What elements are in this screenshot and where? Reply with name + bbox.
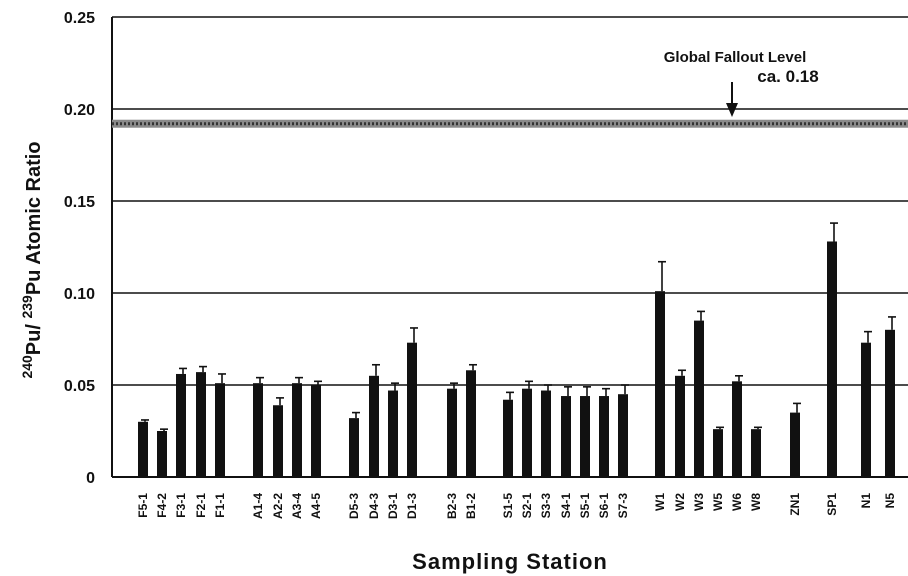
x-tick-label: W5 <box>711 493 725 511</box>
x-tick-label: S5-1 <box>578 493 592 519</box>
x-tick-label: F1-1 <box>213 493 227 518</box>
annotation-arrow-head <box>726 103 738 117</box>
y-tick-label: 0.10 <box>64 286 95 303</box>
bar <box>157 431 167 477</box>
y-label-base1: Pu/ <box>23 319 45 356</box>
bar <box>388 390 398 477</box>
bar <box>655 291 665 477</box>
bar <box>541 390 551 477</box>
x-tick-label: S6-1 <box>597 493 611 519</box>
bar <box>447 388 457 477</box>
x-tick-label: F3-1 <box>174 493 188 518</box>
x-tick-label: W3 <box>692 493 706 511</box>
x-tick-label: F5-1 <box>136 493 150 518</box>
bar <box>369 375 379 477</box>
x-tick-label: A2-2 <box>271 493 285 519</box>
x-tick-label: S3-3 <box>539 493 553 519</box>
bar <box>311 385 321 477</box>
x-tick-label: SP1 <box>825 493 839 516</box>
grid-lines <box>111 16 908 478</box>
x-tick-label: N1 <box>859 493 873 509</box>
x-tick-label: W2 <box>673 493 687 511</box>
y-tick-label: 0.25 <box>64 10 95 27</box>
bar <box>580 396 590 477</box>
x-tick-label: A1-4 <box>251 493 265 519</box>
bar <box>561 396 571 477</box>
annotation: Global Fallout Level ca. 0.18 <box>664 49 819 117</box>
bars <box>138 222 896 477</box>
annotation-line1: Global Fallout Level <box>664 49 807 66</box>
bar <box>827 241 837 477</box>
bar <box>751 429 761 477</box>
bar <box>713 429 723 477</box>
y-label-sup1: 240 <box>19 355 35 379</box>
x-tick-label: A4-5 <box>309 493 323 519</box>
bar <box>176 373 186 477</box>
x-tick-label: D5-3 <box>347 493 361 519</box>
y-tick-labels: 0 0.05 0.10 0.15 0.20 0.25 <box>64 10 95 487</box>
x-tick-label: S4-1 <box>559 493 573 519</box>
y-tick-label: 0.05 <box>64 378 95 395</box>
bar <box>618 394 628 477</box>
bar <box>215 383 225 477</box>
bar <box>503 399 513 477</box>
x-tick-label: W6 <box>730 493 744 511</box>
bar <box>138 421 148 477</box>
bar <box>732 381 742 477</box>
bar <box>790 412 800 477</box>
x-axis-label: Sampling Station <box>412 549 608 574</box>
bar <box>694 320 704 477</box>
y-tick-label: 0.20 <box>64 102 95 119</box>
bar <box>466 370 476 477</box>
bar <box>522 388 532 477</box>
x-tick-label: S1-5 <box>501 493 515 519</box>
x-tick-label: S2-1 <box>520 493 534 519</box>
x-tick-label: D3-1 <box>386 493 400 519</box>
bar <box>196 372 206 477</box>
global-fallout-band <box>112 119 908 128</box>
x-tick-label: W8 <box>749 493 763 511</box>
y-label-base2: Pu Atomic Ratio <box>23 141 45 295</box>
x-tick-labels: F5-1 F4-2 F3-1 F2-1 F1-1 A1-4 A2-2 A3-4 A4-5 D5-3… <box>136 493 897 519</box>
bar <box>675 375 685 477</box>
x-tick-label: D1-3 <box>405 493 419 519</box>
x-tick-label: D4-3 <box>367 493 381 519</box>
bar <box>292 383 302 477</box>
y-label-sup2: 239 <box>19 295 35 319</box>
annotation-line2: ca. 0.18 <box>757 67 818 86</box>
bar <box>885 329 895 477</box>
bar <box>273 405 283 477</box>
y-axis-label: 240Pu/ 239Pu Atomic Ratio <box>19 141 45 378</box>
x-tick-label: N5 <box>883 493 897 509</box>
x-tick-label: B2-3 <box>445 493 459 519</box>
x-tick-label: F2-1 <box>194 493 208 518</box>
bar <box>407 342 417 477</box>
x-tick-label: A3-4 <box>290 493 304 519</box>
bar <box>349 418 359 477</box>
bar <box>861 342 871 477</box>
y-tick-label: 0.15 <box>64 194 95 211</box>
bar <box>599 396 609 477</box>
x-tick-label: F4-2 <box>155 493 169 518</box>
x-tick-label: W1 <box>653 493 667 511</box>
bar <box>253 383 263 477</box>
x-tick-label: ZN1 <box>788 493 802 516</box>
y-tick-label: 0 <box>86 470 95 487</box>
x-tick-label: S7-3 <box>616 493 630 519</box>
x-tick-label: B1-2 <box>464 493 478 519</box>
